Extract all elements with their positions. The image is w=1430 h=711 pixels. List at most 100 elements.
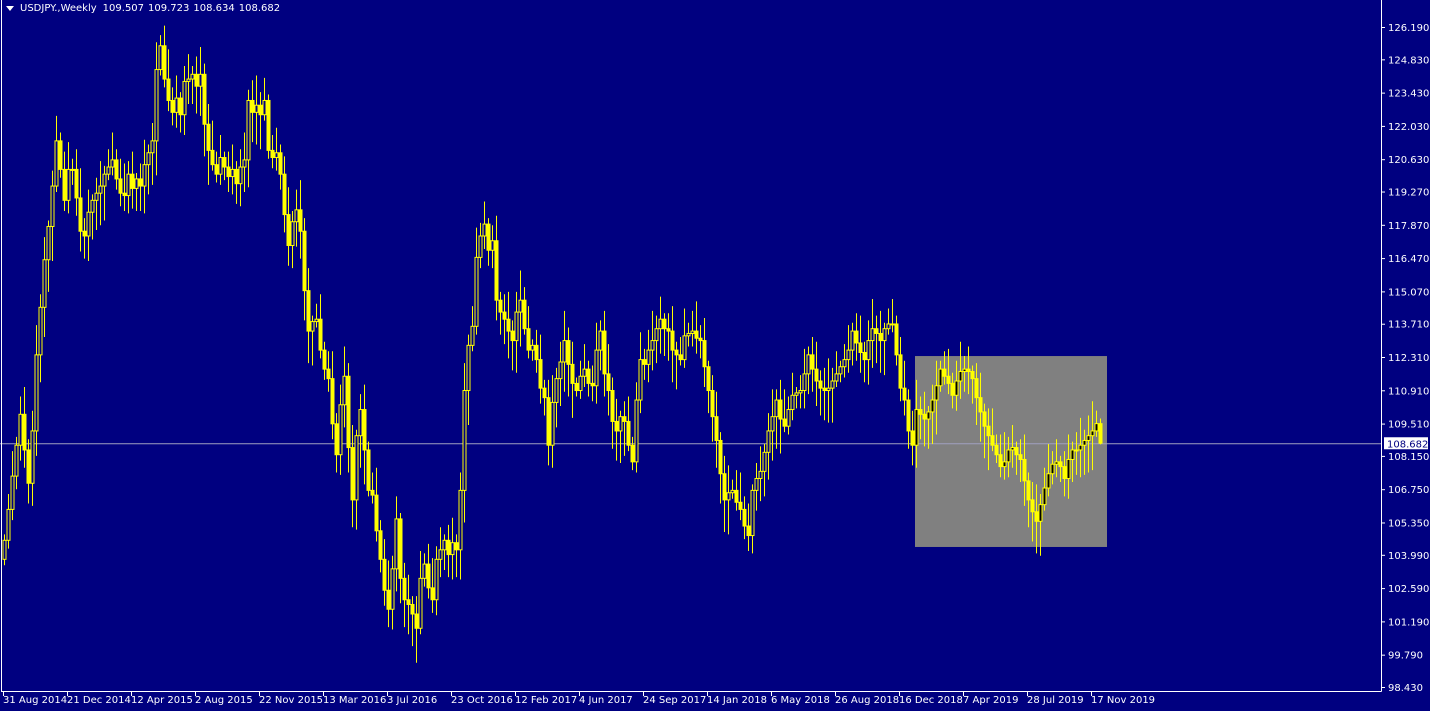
candle xyxy=(34,325,39,456)
candle-body-bull xyxy=(126,173,131,197)
candle-body-bear xyxy=(382,558,387,591)
price-tick-label: 122.030 xyxy=(1388,122,1429,133)
candle xyxy=(458,472,463,580)
price-axis-panel xyxy=(1381,0,1430,711)
candle xyxy=(1042,467,1047,511)
candle-body-bull xyxy=(726,492,731,501)
candle xyxy=(190,65,195,105)
candle-body-bull xyxy=(10,475,15,510)
candle-body-bear xyxy=(250,99,255,113)
candle xyxy=(630,436,635,471)
candle xyxy=(958,341,963,399)
candle xyxy=(1030,482,1035,542)
candle xyxy=(962,356,967,392)
candle xyxy=(530,339,535,361)
candle xyxy=(894,315,899,366)
candle-body-bull xyxy=(102,173,107,187)
candle xyxy=(862,341,867,383)
candle-body-bull xyxy=(290,221,295,246)
candle xyxy=(322,341,327,380)
candle xyxy=(158,35,163,76)
candle-body-bear xyxy=(714,416,719,441)
chart-title[interactable]: USDJPY.,Weekly 109.507 109.723 108.634 1… xyxy=(6,3,280,14)
candle-body-bull xyxy=(458,489,463,551)
candle xyxy=(746,503,751,552)
candle-body-bull xyxy=(274,152,279,159)
candle xyxy=(426,543,431,599)
candle xyxy=(786,396,791,435)
candle-body-bull xyxy=(794,392,799,396)
rectangle-object[interactable] xyxy=(915,356,1107,547)
candle-body-bull xyxy=(54,140,59,187)
candle-body-bull xyxy=(482,223,487,237)
candle-body-bull xyxy=(146,152,151,166)
candle-body-bull xyxy=(766,430,771,453)
candle-body-bull xyxy=(582,368,587,377)
price-tick-label: 102.590 xyxy=(1388,584,1429,595)
candle xyxy=(902,360,907,416)
candle-body-bull xyxy=(14,444,19,477)
candle-body-bull xyxy=(490,240,495,251)
candle xyxy=(718,432,723,504)
candle xyxy=(1098,418,1103,445)
candle-body-bull xyxy=(354,435,359,501)
price-tick-label: 99.790 xyxy=(1388,651,1423,662)
candle xyxy=(202,63,207,157)
candle-body-bear xyxy=(982,411,987,427)
candle-body-bull xyxy=(762,451,767,472)
candle-body-bear xyxy=(162,45,167,80)
candle xyxy=(122,163,127,212)
candle xyxy=(846,325,851,373)
candle xyxy=(986,408,991,471)
time-tick-label: 3 Jul 2016 xyxy=(387,695,437,706)
candle xyxy=(826,358,831,423)
candle xyxy=(110,132,115,176)
time-tick-label: 6 May 2018 xyxy=(771,695,830,706)
candle xyxy=(194,56,199,114)
candle-body-bear xyxy=(202,73,207,125)
candle-body-bull xyxy=(50,185,55,227)
candle-body-bull xyxy=(154,69,159,142)
candle xyxy=(146,144,151,195)
candle-body-bull xyxy=(262,99,267,116)
time-tick-label: 17 Nov 2019 xyxy=(1091,695,1155,706)
candle xyxy=(966,346,971,395)
time-tick-label: 12 Apr 2015 xyxy=(131,695,193,706)
candle-body-bear xyxy=(1058,461,1063,468)
candle xyxy=(618,410,623,464)
candle xyxy=(886,308,891,335)
ohlc-open: 109.507 xyxy=(102,3,145,14)
candle-body-bear xyxy=(546,397,551,446)
candle-body-bear xyxy=(206,123,211,151)
candle-body-bull xyxy=(86,211,91,237)
candle-body-bear xyxy=(1022,458,1027,482)
candle-body-bull xyxy=(686,332,691,337)
dropdown-triangle-icon[interactable] xyxy=(6,6,14,11)
candle xyxy=(162,25,167,88)
candle-body-bull xyxy=(806,354,811,375)
candle xyxy=(398,512,403,604)
price-tick-label: 101.190 xyxy=(1388,617,1429,628)
candle-body-bull xyxy=(462,390,467,491)
time-tick-label: 26 Aug 2018 xyxy=(835,695,899,706)
candle-body-bear xyxy=(330,378,335,425)
candle-body-bull xyxy=(198,73,203,87)
candle xyxy=(226,151,231,192)
candle xyxy=(534,329,539,373)
candle-body-bull xyxy=(470,325,475,346)
candle-body-bull xyxy=(830,380,835,389)
candle xyxy=(906,389,911,449)
candle xyxy=(806,346,811,395)
candle xyxy=(882,322,887,376)
candle-body-bull xyxy=(314,318,319,323)
candle-body-bull xyxy=(94,192,99,201)
candle xyxy=(1078,417,1083,478)
candle xyxy=(406,574,411,635)
candle xyxy=(134,172,139,212)
candle-body-bear xyxy=(374,494,379,532)
candle xyxy=(850,322,855,366)
candle xyxy=(750,484,755,554)
candle xyxy=(130,151,135,209)
candle xyxy=(294,189,299,247)
